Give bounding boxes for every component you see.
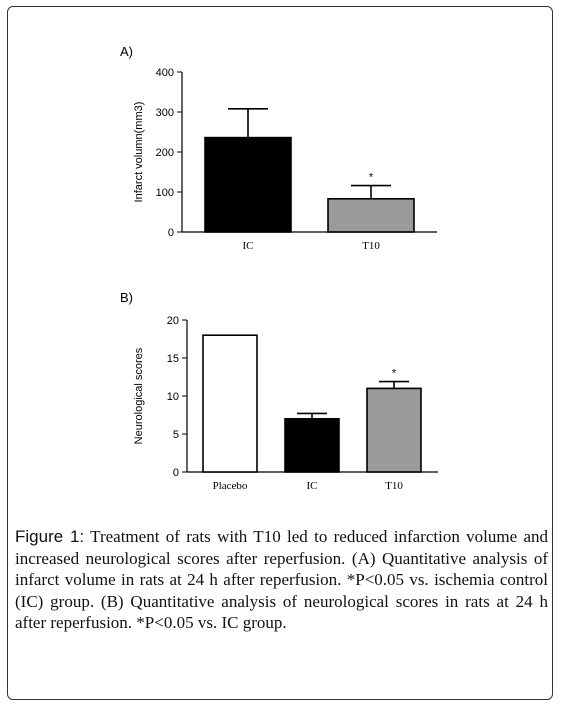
x-tick-label: T10 (362, 240, 380, 252)
panel-label-a: A) (120, 44, 133, 59)
y-axis-label: Infarct volumn(mm3) (133, 102, 145, 203)
y-tick-label: 10 (167, 391, 179, 403)
y-tick-label: 200 (156, 147, 174, 159)
significance-marker: * (392, 368, 397, 380)
y-tick-label: 5 (173, 429, 179, 441)
y-tick-label: 300 (156, 107, 174, 119)
bar (204, 136, 292, 233)
panel-label-b: B) (120, 290, 133, 305)
x-tick-label: IC (307, 480, 318, 492)
bar (327, 198, 415, 233)
y-axis-label: Neurological scores (133, 347, 145, 444)
bar (202, 334, 258, 473)
figure-frame (7, 6, 553, 700)
x-tick-label: T10 (385, 480, 403, 492)
caption-lead: Figure 1: (15, 527, 85, 546)
y-tick-label: 15 (167, 353, 179, 365)
y-tick-label: 100 (156, 187, 174, 199)
figure-caption: Figure 1: Treatment of rats with T10 led… (15, 526, 548, 634)
caption-text: Treatment of rats with T10 led to reduce… (15, 527, 548, 632)
x-tick-label: IC (243, 240, 254, 252)
y-tick-label: 0 (168, 227, 174, 239)
y-tick-label: 0 (173, 467, 179, 479)
bar (284, 417, 340, 473)
y-tick-label: 20 (167, 315, 179, 327)
y-tick-label: 400 (156, 67, 174, 79)
x-tick-label: Placebo (213, 480, 248, 492)
bar (366, 387, 422, 473)
significance-marker: * (369, 172, 374, 184)
